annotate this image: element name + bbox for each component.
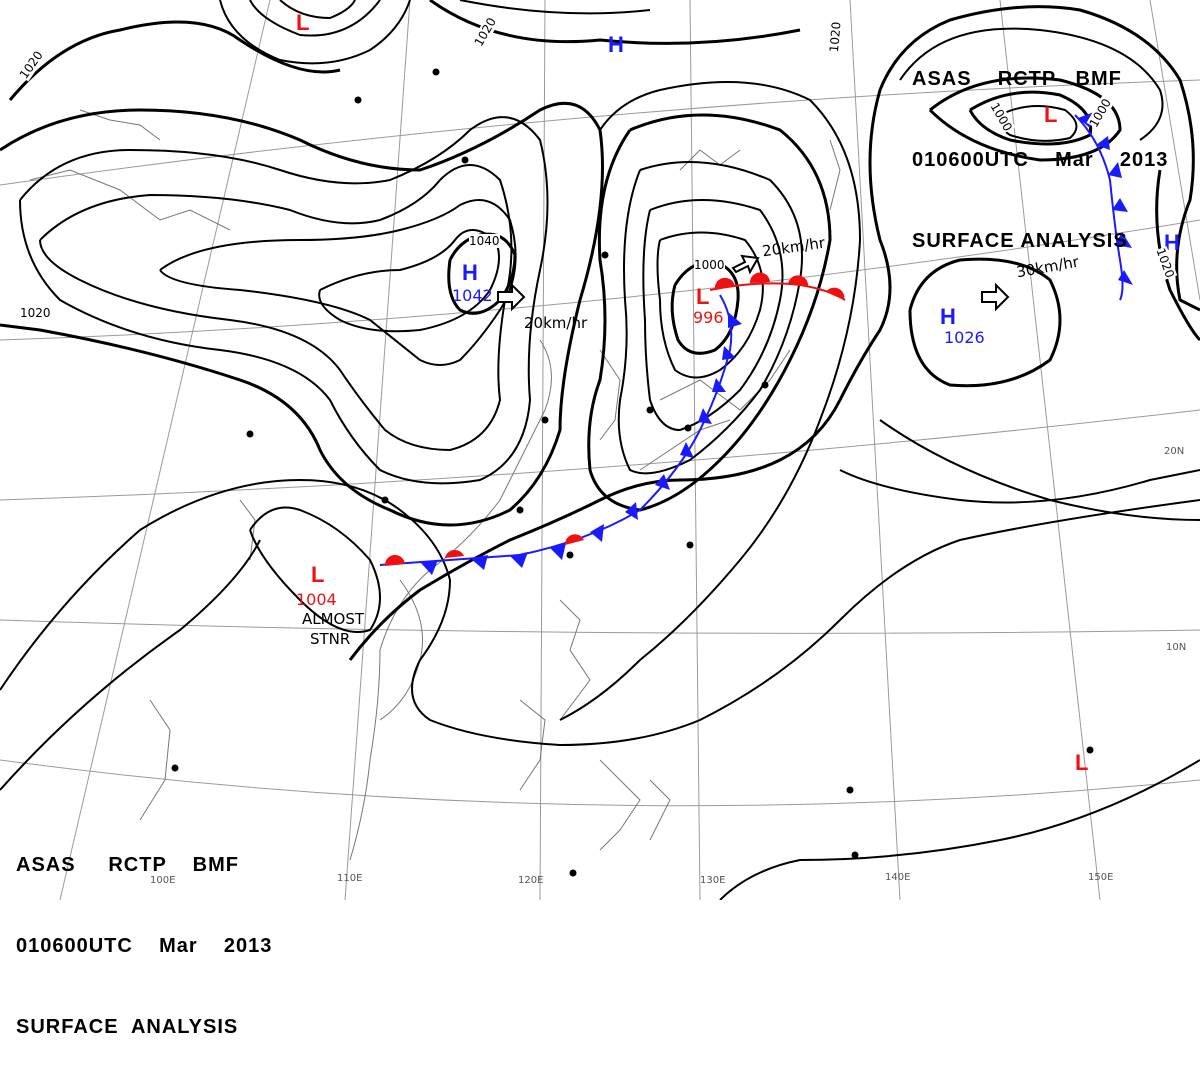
cold-front-barb <box>470 555 488 570</box>
cold-front-barb <box>712 378 726 392</box>
cold-front-barb <box>1115 232 1132 248</box>
longitude-label: 140E <box>885 872 911 883</box>
stationary-note: STNR <box>310 630 351 648</box>
low-pressure-value: 1004 <box>296 590 337 609</box>
high-center-icon: H <box>1164 230 1180 255</box>
pressure-systems: H 1042 H H 1026 H L 996 L 1004 L L L <box>296 10 1180 775</box>
isobar-label: 1020 <box>20 306 51 320</box>
longitude-label: 130E <box>700 875 726 886</box>
longitude-label: 150E <box>1088 872 1114 883</box>
header-station: ASAS RCTP BMF <box>912 68 1122 90</box>
warm-front-lobe <box>788 275 809 287</box>
header-title: SURFACE ANALYSIS <box>912 230 1128 252</box>
motion-arrows <box>497 254 1010 312</box>
high-pressure-value: 1042 <box>452 286 493 305</box>
cold-front-barb <box>698 408 712 424</box>
high-center-icon: H <box>940 304 956 329</box>
header-time: 010600UTC Mar 2013 <box>912 149 1169 171</box>
header-title: SURFACE ANALYSIS <box>16 1016 239 1038</box>
cold-front-east <box>1074 112 1133 301</box>
warm-front-lobe <box>714 277 735 290</box>
motion-arrow-mongolia <box>497 282 526 312</box>
header-top: ASAS RCTP BMF 010600UTC Mar 2013 SURFACE… <box>912 12 1168 282</box>
motion-speed-label: 20km/hr <box>524 314 588 332</box>
surface-analysis-map <box>0 0 1200 900</box>
cold-front-barb <box>680 442 694 458</box>
warm-front-lobe <box>564 534 584 545</box>
longitude-label: 110E <box>337 873 363 884</box>
low-center-icon: L <box>1075 750 1089 775</box>
cold-front-barb <box>625 502 638 520</box>
motion-labels: 20km/hr 20km/hr 30km/hr ALMOST STNR <box>302 234 1080 648</box>
low-pressure-value: 996 <box>693 308 724 327</box>
cold-front-barb <box>1096 136 1110 150</box>
cold-front-barb <box>1118 270 1133 285</box>
latitude-label: 10N <box>1166 642 1187 653</box>
coastlines <box>29 109 841 861</box>
graticule <box>0 0 1200 900</box>
isobar-labels: 1020 1020 1020 1040 1000 1000 1000 1020 … <box>16 15 1178 320</box>
warm-front-lobe <box>445 549 464 558</box>
motion-arrow-korea <box>731 254 760 275</box>
cold-front-barb <box>550 543 566 560</box>
warm-front-lobe <box>749 272 770 283</box>
cold-front-barb <box>655 474 670 490</box>
cold-front-barb <box>1112 198 1128 212</box>
longitude-label: 100E <box>150 875 176 886</box>
high-pressure-value: 1026 <box>944 328 985 347</box>
warm-front-lobe <box>384 554 405 566</box>
cold-front-barb <box>728 312 742 328</box>
longitude-label: 120E <box>518 875 544 886</box>
low-center-icon: L <box>1044 102 1058 127</box>
low-center-icon: L <box>696 284 710 309</box>
cold-front-barb <box>510 552 528 568</box>
high-center-icon: H <box>608 32 624 57</box>
cold-front-barb <box>590 524 604 542</box>
cold-front-barb <box>1108 162 1122 178</box>
cold-front-main <box>379 294 742 575</box>
graticule-labels: 110E 120E 130E 140E 150E 100E 20N 10N <box>150 446 1187 886</box>
isobar-label: 1040 <box>469 234 500 248</box>
cold-front-barb <box>722 346 736 360</box>
high-center-icon: H <box>462 260 478 285</box>
station-plots <box>171 68 1094 877</box>
header-bottom: ASAS RCTP BMF 010600UTC Mar 2013 SURFACE… <box>16 798 272 1068</box>
warm-front-lobe <box>826 287 845 300</box>
low-center-icon: L <box>296 10 310 35</box>
motion-arrow-pacific <box>981 282 1010 312</box>
warm-front-main <box>709 272 846 301</box>
isobars <box>0 0 1200 900</box>
stationary-front <box>384 534 584 566</box>
header-time: 010600UTC Mar 2013 <box>16 935 273 957</box>
latitude-label: 20N <box>1164 446 1185 457</box>
cold-front-barb <box>420 560 438 575</box>
low-center-icon: L <box>311 562 325 587</box>
stationary-note: ALMOST <box>302 610 365 628</box>
isobar-label: 1000 <box>694 258 725 272</box>
header-station: ASAS RCTP BMF <box>16 854 239 876</box>
